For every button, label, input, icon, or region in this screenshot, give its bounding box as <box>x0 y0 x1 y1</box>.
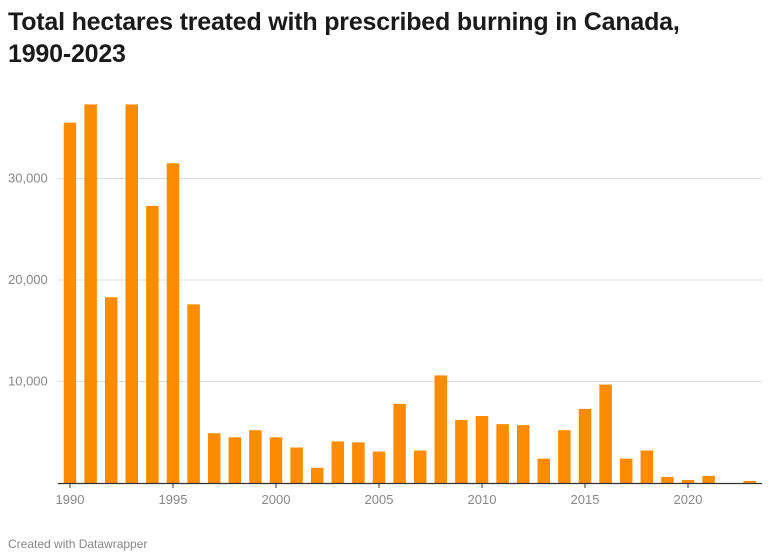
bar-2007 <box>413 450 427 483</box>
bar-2021 <box>702 475 715 483</box>
y-tick-label: 20,000 <box>8 272 48 287</box>
bar-2006 <box>393 403 406 483</box>
x-tick-label: 2000 <box>262 492 291 507</box>
bar-1993 <box>125 104 139 483</box>
chart-title: Total hectares treated with prescribed b… <box>8 8 680 68</box>
x-tick-label: 2015 <box>571 492 600 507</box>
bar-1995 <box>166 163 180 483</box>
bar-2000 <box>269 437 283 483</box>
gridlines <box>58 178 762 382</box>
x-tick-label: 2010 <box>468 492 497 507</box>
bar-2001 <box>290 447 303 483</box>
bar-2011 <box>496 424 509 483</box>
footer-credit: Created with Datawrapper <box>8 537 148 551</box>
bar-2018 <box>640 450 654 483</box>
bar-2010 <box>475 416 489 483</box>
bar-2019 <box>661 476 674 483</box>
bar-2014 <box>558 430 571 483</box>
bar-2015 <box>578 408 592 483</box>
bar-2002 <box>310 467 324 483</box>
bar-2004 <box>352 442 365 483</box>
bar-2016 <box>599 384 612 483</box>
bar-2009 <box>455 420 468 483</box>
bar-1992 <box>104 297 118 483</box>
y-tick-label: 30,000 <box>8 171 48 186</box>
bar-2020 <box>681 479 695 483</box>
y-tick-label: 10,000 <box>8 374 48 389</box>
bar-1999 <box>249 430 262 483</box>
bars <box>63 104 757 484</box>
bar-2017 <box>619 458 633 483</box>
bar-2008 <box>434 375 448 483</box>
bar-1998 <box>228 437 242 483</box>
bar-1996 <box>187 304 200 483</box>
bar-1990 <box>63 122 77 484</box>
bar-2013 <box>537 458 551 483</box>
bar-1997 <box>207 433 221 483</box>
bar-2012 <box>516 425 530 483</box>
x-tick-label: 1990 <box>56 492 85 507</box>
x-tick-label: 1995 <box>159 492 188 507</box>
bar-1991 <box>84 104 97 483</box>
bar-1994 <box>146 205 159 483</box>
x-tick-label: 2005 <box>365 492 394 507</box>
x-tick-label: 2020 <box>674 492 703 507</box>
axes: 10,000 20,000 30,000 1990 1995 2000 2005 2010 20… <box>8 171 762 507</box>
bar-2023 <box>743 480 757 483</box>
bar-2003 <box>331 441 345 483</box>
bar-2005 <box>372 451 386 483</box>
